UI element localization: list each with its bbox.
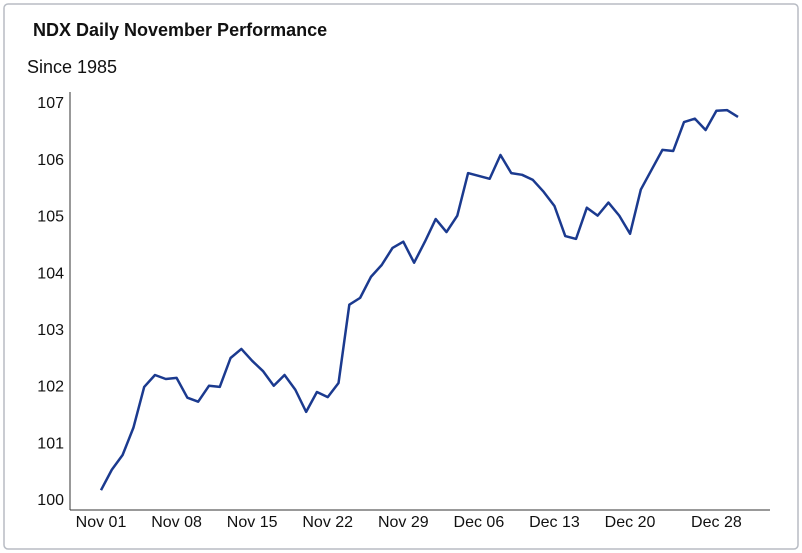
x-tick-label: Nov 15	[227, 514, 278, 531]
x-tick-label: Nov 01	[76, 514, 127, 531]
x-tick-label: Dec 20	[605, 514, 656, 531]
y-tick-label: 101	[37, 435, 64, 452]
y-tick-label: 104	[37, 265, 64, 282]
x-tick-label: Nov 29	[378, 514, 429, 531]
x-tick-label: Nov 22	[302, 514, 353, 531]
chart-title: NDX Daily November Performance	[33, 20, 327, 40]
y-tick-label: 107	[37, 95, 64, 112]
x-tick-label: Dec 13	[529, 514, 580, 531]
x-tick-label: Dec 28	[691, 514, 742, 531]
frame	[3, 3, 799, 550]
y-tick-label: 106	[37, 152, 64, 169]
y-tick-label: 102	[37, 379, 64, 396]
chart-subtitle: Since 1985	[27, 57, 117, 77]
x-tick-label: Dec 06	[454, 514, 505, 531]
line-series	[99, 108, 739, 491]
y-tick-label: 103	[37, 322, 64, 339]
y-tick-label: 100	[37, 492, 64, 509]
y-tick-label: 105	[37, 209, 64, 226]
x-tick-label: Nov 08	[151, 514, 202, 531]
